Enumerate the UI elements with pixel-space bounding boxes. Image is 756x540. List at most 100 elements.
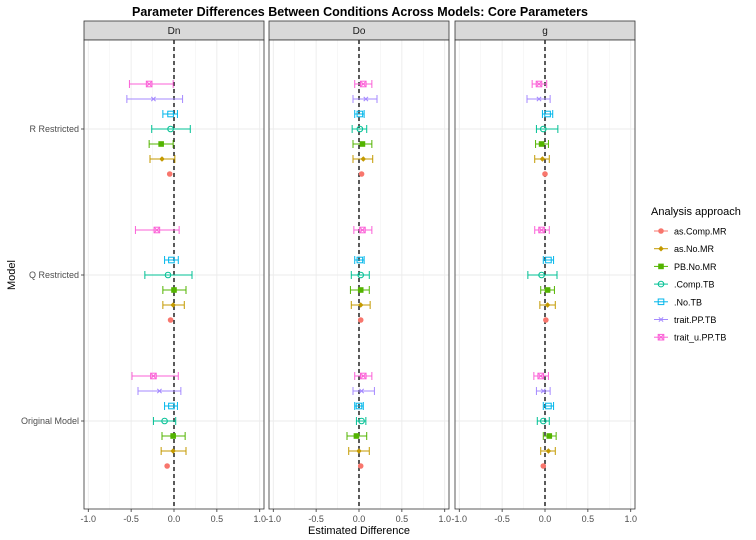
marker-asterisk: [658, 316, 664, 323]
data-point: [161, 432, 186, 440]
y-axis-label: Model: [6, 260, 18, 290]
legend: Analysis approach as.Comp.MR as.No.MR PB.No…: [651, 206, 741, 343]
x-tick-label: -1.0: [81, 514, 97, 524]
x-tick-label: 0.0: [353, 514, 366, 524]
marker-square-cross: [360, 372, 367, 380]
marker-diamond: [544, 302, 551, 308]
data-point: [134, 226, 180, 234]
marker-square: [658, 263, 664, 270]
marker-asterisk: [359, 388, 365, 394]
data-point: [534, 155, 550, 163]
marker-open-circle: [167, 125, 174, 133]
data-point: [533, 372, 549, 380]
marker-square: [359, 141, 366, 147]
marker-open-square: [657, 298, 665, 306]
legend-item: .Comp.TB: [654, 280, 715, 290]
marker-diamond: [539, 156, 546, 162]
x-tick-label: 0.5: [396, 514, 409, 524]
data-point: [534, 226, 550, 234]
x-tick-label: -1.0: [452, 514, 468, 524]
panel-do: Do -1.0 -0.5 0.0 0.5 1.0: [266, 20, 451, 524]
data-point: [541, 110, 554, 118]
data-point: [167, 317, 174, 323]
marker-square: [353, 433, 360, 439]
legend-item: as.No.MR: [654, 244, 715, 254]
data-point: [151, 125, 191, 133]
marker-open-circle: [356, 125, 364, 133]
data-point: [352, 95, 378, 103]
marker-square-cross: [359, 226, 366, 234]
data-point: [540, 447, 556, 455]
marker-diamond: [356, 448, 362, 454]
marker-diamond: [170, 302, 176, 308]
data-point: [357, 463, 364, 469]
data-point: [348, 447, 370, 455]
data-point: [351, 125, 368, 133]
legend-label: PB.No.MR: [674, 262, 717, 272]
legend-label: trait_u.PP.TB: [674, 333, 726, 343]
data-point: [535, 125, 559, 133]
marker-open-square: [545, 402, 552, 410]
marker-open-square: [545, 256, 552, 264]
data-point: [526, 95, 551, 103]
x-tick-label: 1.0: [253, 514, 266, 524]
marker-circle: [167, 317, 174, 323]
data-point: [352, 155, 374, 163]
data-point: [540, 463, 547, 469]
marker-circle: [166, 171, 173, 177]
data-point: [131, 372, 179, 380]
data-point: [542, 256, 555, 264]
marker-square-cross: [535, 80, 543, 88]
data-point: [527, 271, 558, 279]
marker-diamond: [357, 302, 364, 308]
data-point: [149, 155, 176, 163]
marker-square-cross: [150, 372, 157, 380]
legend-label: as.Comp.MR: [674, 227, 727, 237]
panel-strip-label: Do: [353, 26, 366, 37]
legend-item: PB.No.MR: [654, 262, 717, 272]
data-point: [162, 286, 187, 294]
marker-square: [544, 287, 551, 293]
data-point: [162, 301, 185, 309]
data-point: [152, 417, 177, 425]
data-point: [354, 110, 365, 118]
marker-open-circle: [357, 271, 365, 279]
marker-square-cross: [359, 80, 367, 88]
data-point: [166, 171, 173, 177]
marker-asterisk: [536, 96, 542, 102]
x-axis-label: Estimated Difference: [308, 525, 410, 537]
data-point: [535, 387, 551, 395]
marker-circle: [540, 463, 547, 469]
marker-asterisk: [363, 96, 369, 102]
legend-item: .No.TB: [654, 297, 702, 307]
x-tick-label: -0.5: [308, 514, 324, 524]
marker-square-cross: [537, 372, 545, 380]
panel-g: g -1.0 -0.5 0.0 0.5 1.0: [452, 20, 637, 524]
x-tick-label: 1.0: [438, 514, 451, 524]
marker-square-cross: [538, 226, 545, 234]
panel-strip-label: g: [542, 26, 548, 37]
data-point: [542, 402, 555, 410]
legend-title: Analysis approach: [651, 206, 741, 218]
legend-label: trait.PP.TB: [674, 315, 716, 325]
marker-diamond: [658, 245, 664, 252]
legend-item: as.Comp.MR: [654, 227, 727, 237]
marker-square-cross: [145, 80, 153, 88]
marker-open-circle: [161, 417, 168, 425]
data-point: [350, 301, 371, 309]
marker-open-square: [168, 402, 175, 410]
data-point: [350, 271, 370, 279]
x-tick-label: -0.5: [123, 514, 139, 524]
marker-circle: [357, 317, 364, 323]
marker-open-square: [356, 256, 364, 264]
marker-square-cross: [153, 226, 161, 234]
marker-circle: [543, 317, 549, 323]
y-tick-label: Original Model: [21, 416, 79, 426]
marker-open-circle: [164, 271, 172, 279]
marker-square-cross: [535, 80, 543, 88]
marker-square-cross: [145, 80, 153, 88]
legend-item: trait_u.PP.TB: [654, 333, 726, 343]
data-point: [162, 110, 178, 118]
legend-item: trait.PP.TB: [654, 315, 716, 325]
